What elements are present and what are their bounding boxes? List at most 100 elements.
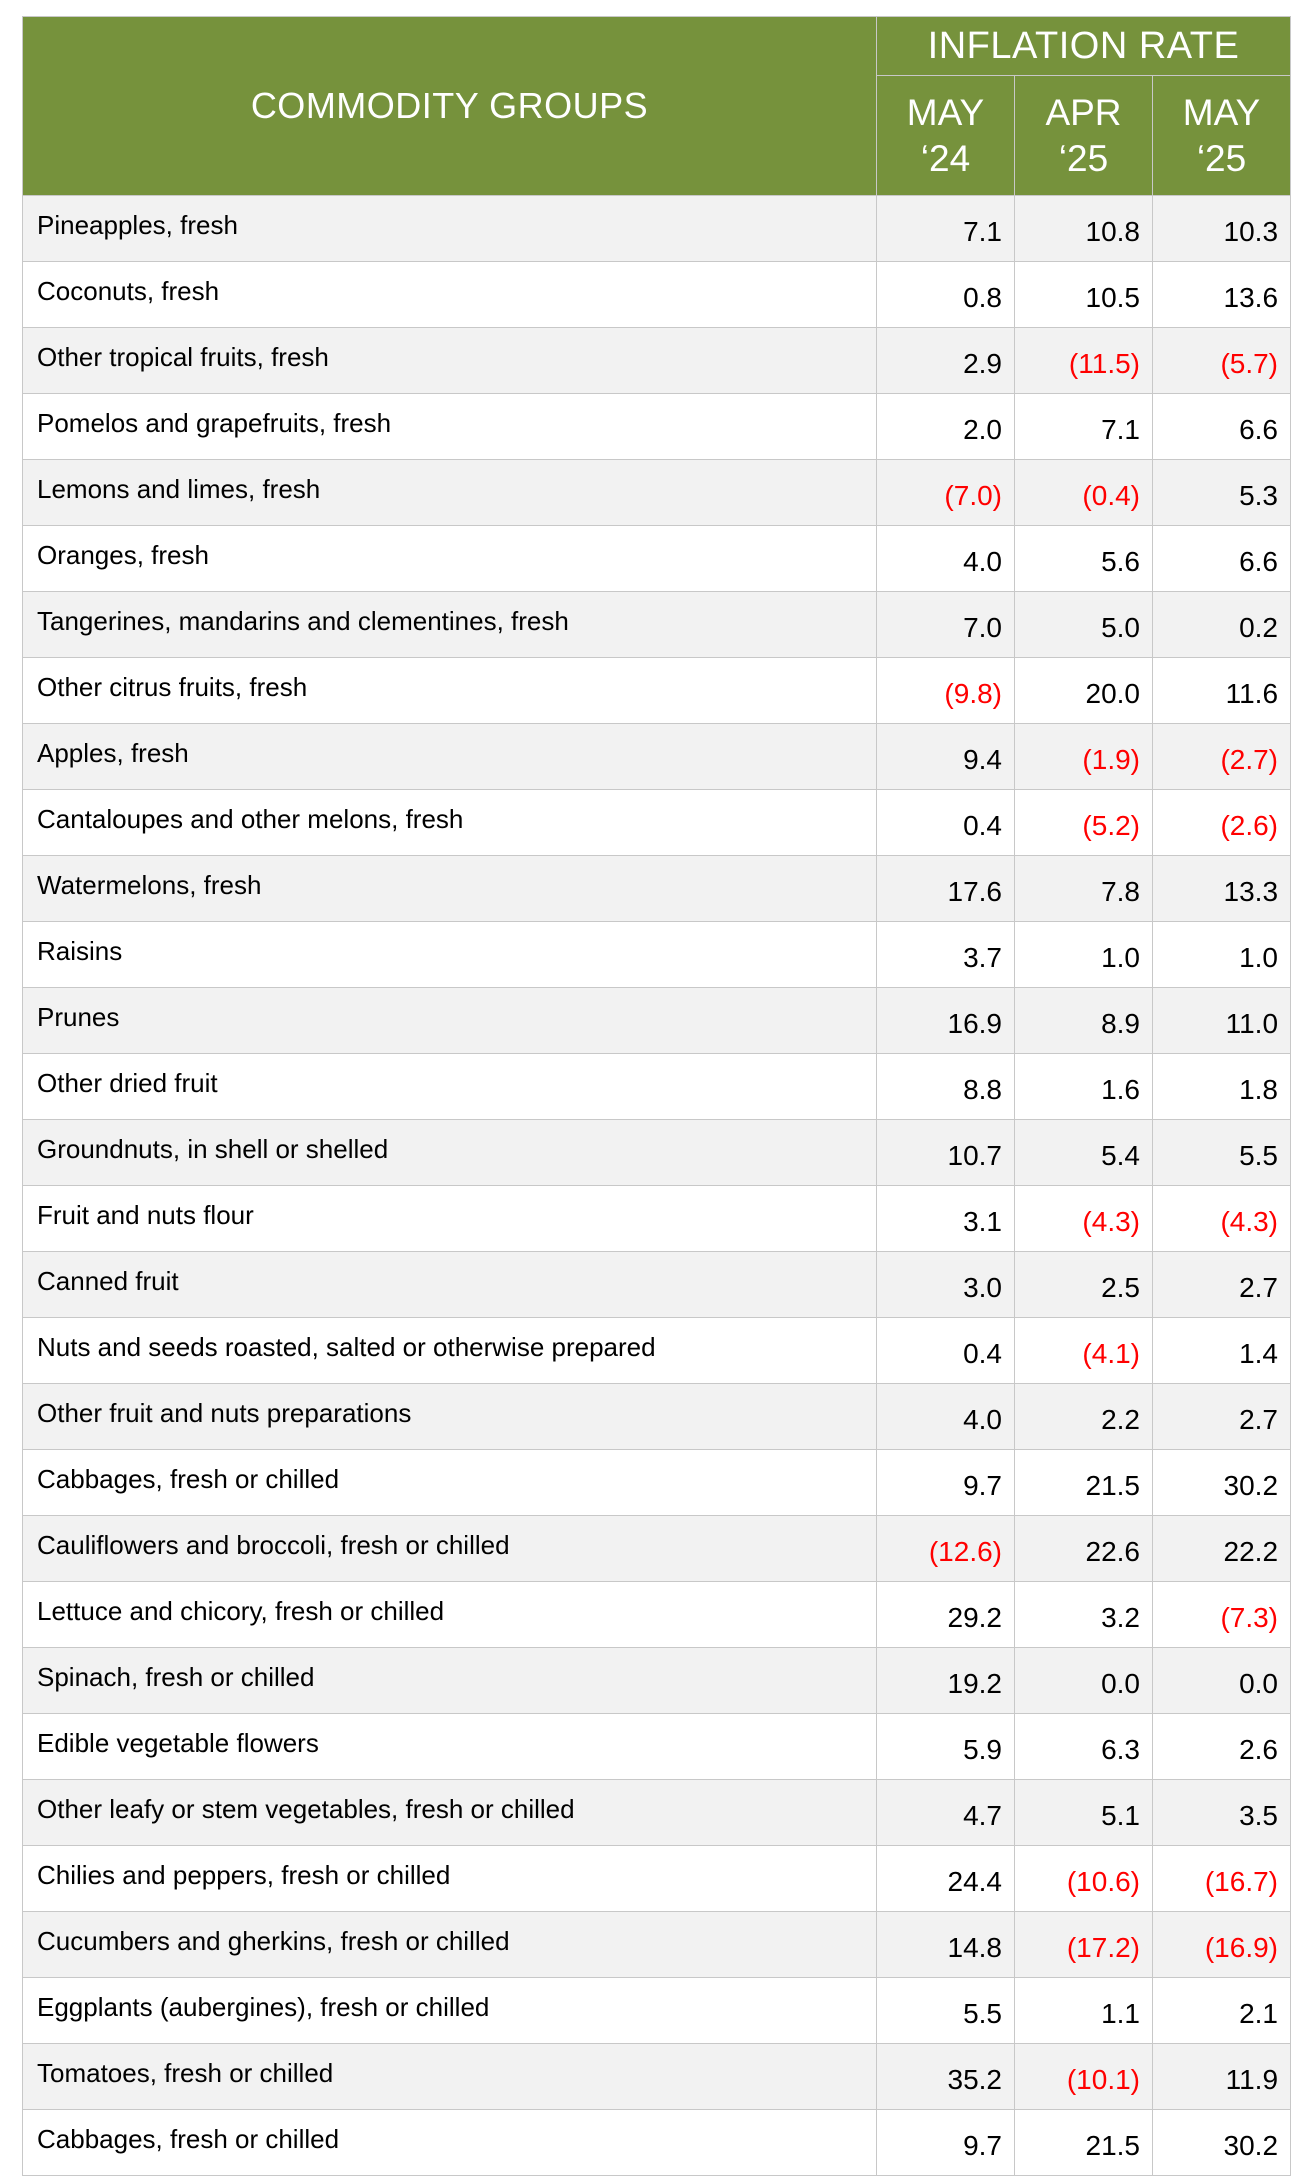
rate-value-cell: (4.1) [1014, 1317, 1153, 1384]
inflation-table-container: COMMODITY GROUPS INFLATION RATE MAY ‘24 A… [22, 15, 1292, 2176]
rate-value-cell: 10.5 [1014, 261, 1153, 328]
rate-value-cell: (16.7) [1151, 1845, 1292, 1912]
rate-value-cell: 14.8 [876, 1911, 1015, 1978]
table-row: Fruit and nuts flour 3.1 (4.3) (4.3) [22, 1185, 1292, 1252]
table-row: Tomatoes, fresh or chilled 35.2 (10.1) 11.9 [22, 2043, 1292, 2110]
table-row: Oranges, fresh 4.0 5.6 6.6 [22, 525, 1292, 592]
rate-value-cell: (1.9) [1014, 723, 1153, 790]
table-row: Cantaloupes and other melons, fresh 0.4 (5… [22, 789, 1292, 856]
rate-value-cell: (16.9) [1151, 1911, 1292, 1978]
commodity-name-cell: Cabbages, fresh or chilled [22, 1449, 877, 1516]
rate-value-cell: (9.8) [876, 657, 1015, 724]
rate-value-cell: 5.5 [1151, 1119, 1292, 1186]
commodity-name-cell: Watermelons, fresh [22, 855, 877, 922]
commodity-name-cell: Other leafy or stem vegetables, fresh or… [22, 1779, 877, 1846]
inflation-rate-header: INFLATION RATE [875, 15, 1292, 77]
commodity-name-cell: Cauliflowers and broccoli, fresh or chil… [22, 1515, 877, 1582]
rate-value-cell: 5.4 [1014, 1119, 1153, 1186]
month-header-may-25: MAY ‘25 [1151, 75, 1292, 196]
commodity-name-cell: Other tropical fruits, fresh [22, 327, 877, 394]
rate-value-cell: 5.6 [1014, 525, 1153, 592]
commodity-name-cell: Raisins [22, 921, 877, 988]
rate-value-cell: 9.7 [876, 1449, 1015, 1516]
rate-value-cell: 5.0 [1014, 591, 1153, 658]
table-row: Canned fruit 3.0 2.5 2.7 [22, 1251, 1292, 1318]
rate-value-cell: 2.1 [1151, 1977, 1292, 2044]
rate-value-cell: 3.5 [1151, 1779, 1292, 1846]
rate-value-cell: 3.7 [876, 921, 1015, 988]
rate-value-cell: 4.0 [876, 1383, 1015, 1450]
commodity-name-cell: Spinach, fresh or chilled [22, 1647, 877, 1714]
table-row: Spinach, fresh or chilled 19.2 0.0 0.0 [22, 1647, 1292, 1714]
table-row: Coconuts, fresh 0.8 10.5 13.6 [22, 261, 1292, 328]
rate-value-cell: (2.7) [1151, 723, 1292, 790]
rate-value-cell: 16.9 [876, 987, 1015, 1054]
commodity-name-cell: Nuts and seeds roasted, salted or otherw… [22, 1317, 877, 1384]
rate-value-cell: 30.2 [1151, 1449, 1292, 1516]
commodity-name-cell: Lemons and limes, fresh [22, 459, 877, 526]
commodity-name-cell: Cucumbers and gherkins, fresh or chilled [22, 1911, 877, 1978]
rate-value-cell: (5.7) [1151, 327, 1292, 394]
commodity-name-cell: Coconuts, fresh [22, 261, 877, 328]
rate-value-cell: 6.6 [1151, 393, 1292, 460]
rate-value-cell: 22.2 [1151, 1515, 1292, 1582]
rate-value-cell: 11.0 [1151, 987, 1292, 1054]
inflation-table: COMMODITY GROUPS INFLATION RATE MAY ‘24 A… [22, 15, 1292, 2176]
rate-value-cell: 5.5 [876, 1977, 1015, 2044]
table-row: Tangerines, mandarins and clementines, f… [22, 591, 1292, 658]
table-row: Eggplants (aubergines), fresh or chilled… [22, 1977, 1292, 2044]
rate-value-cell: (10.1) [1014, 2043, 1153, 2110]
commodity-name-cell: Cantaloupes and other melons, fresh [22, 789, 877, 856]
commodity-name-cell: Pomelos and grapefruits, fresh [22, 393, 877, 460]
table-row: Lettuce and chicory, fresh or chilled 29.… [22, 1581, 1292, 1648]
commodity-name-cell: Groundnuts, in shell or shelled [22, 1119, 877, 1186]
rate-value-cell: 4.0 [876, 525, 1015, 592]
table-row: Other citrus fruits, fresh (9.8) 20.0 11.6 [22, 657, 1292, 724]
commodity-name-cell: Pineapples, fresh [22, 195, 877, 262]
commodity-name-cell: Canned fruit [22, 1251, 877, 1318]
rate-value-cell: (4.3) [1151, 1185, 1292, 1252]
rate-value-cell: 7.0 [876, 591, 1015, 658]
rate-value-cell: 0.2 [1151, 591, 1292, 658]
table-row: Other dried fruit 8.8 1.6 1.8 [22, 1053, 1292, 1120]
rate-value-cell: 10.3 [1151, 195, 1292, 262]
rate-value-cell: 6.6 [1151, 525, 1292, 592]
rate-value-cell: 4.7 [876, 1779, 1015, 1846]
table-row: Other tropical fruits, fresh 2.9 (11.5) (5.… [22, 327, 1292, 394]
table-row: Prunes 16.9 8.9 11.0 [22, 987, 1292, 1054]
rate-value-cell: 5.1 [1014, 1779, 1153, 1846]
rate-value-cell: (0.4) [1014, 459, 1153, 526]
rate-value-cell: 2.2 [1014, 1383, 1153, 1450]
rate-value-cell: 0.4 [876, 1317, 1015, 1384]
commodity-name-cell: Chilies and peppers, fresh or chilled [22, 1845, 877, 1912]
commodity-name-cell: Other citrus fruits, fresh [22, 657, 877, 724]
rate-value-cell: 9.4 [876, 723, 1015, 790]
commodity-name-cell: Other dried fruit [22, 1053, 877, 1120]
rate-value-cell: 9.7 [876, 2109, 1015, 2176]
rate-value-cell: 3.0 [876, 1251, 1015, 1318]
rate-value-cell: 1.6 [1014, 1053, 1153, 1120]
rate-value-cell: 22.6 [1014, 1515, 1153, 1582]
rate-value-cell: 0.0 [1151, 1647, 1292, 1714]
table-row: Pomelos and grapefruits, fresh 2.0 7.1 6.6 [22, 393, 1292, 460]
rate-value-cell: 20.0 [1014, 657, 1153, 724]
rate-value-cell: 0.0 [1014, 1647, 1153, 1714]
rate-value-cell: (4.3) [1014, 1185, 1153, 1252]
commodity-name-cell: Apples, fresh [22, 723, 877, 790]
commodity-name-cell: Cabbages, fresh or chilled [22, 2109, 877, 2176]
rate-value-cell: 10.7 [876, 1119, 1015, 1186]
rate-value-cell: 7.1 [876, 195, 1015, 262]
table-row: Other fruit and nuts preparations 4.0 2.2 2… [22, 1383, 1292, 1450]
table-row: Cabbages, fresh or chilled 9.7 21.5 30.2 [22, 2109, 1292, 2176]
rate-value-cell: 11.6 [1151, 657, 1292, 724]
rate-value-cell: 30.2 [1151, 2109, 1292, 2176]
rate-value-cell: 1.4 [1151, 1317, 1292, 1384]
rate-value-cell: 21.5 [1014, 1449, 1153, 1516]
rate-value-cell: 13.3 [1151, 855, 1292, 922]
rate-value-cell: 2.9 [876, 327, 1015, 394]
commodity-name-cell: Lettuce and chicory, fresh or chilled [22, 1581, 877, 1648]
rate-value-cell: 3.1 [876, 1185, 1015, 1252]
commodity-groups-header: COMMODITY GROUPS [22, 16, 877, 196]
commodity-name-cell: Oranges, fresh [22, 525, 877, 592]
table-body: Pineapples, fresh 7.1 10.8 10.3 Coconuts, fr… [22, 195, 1292, 2176]
